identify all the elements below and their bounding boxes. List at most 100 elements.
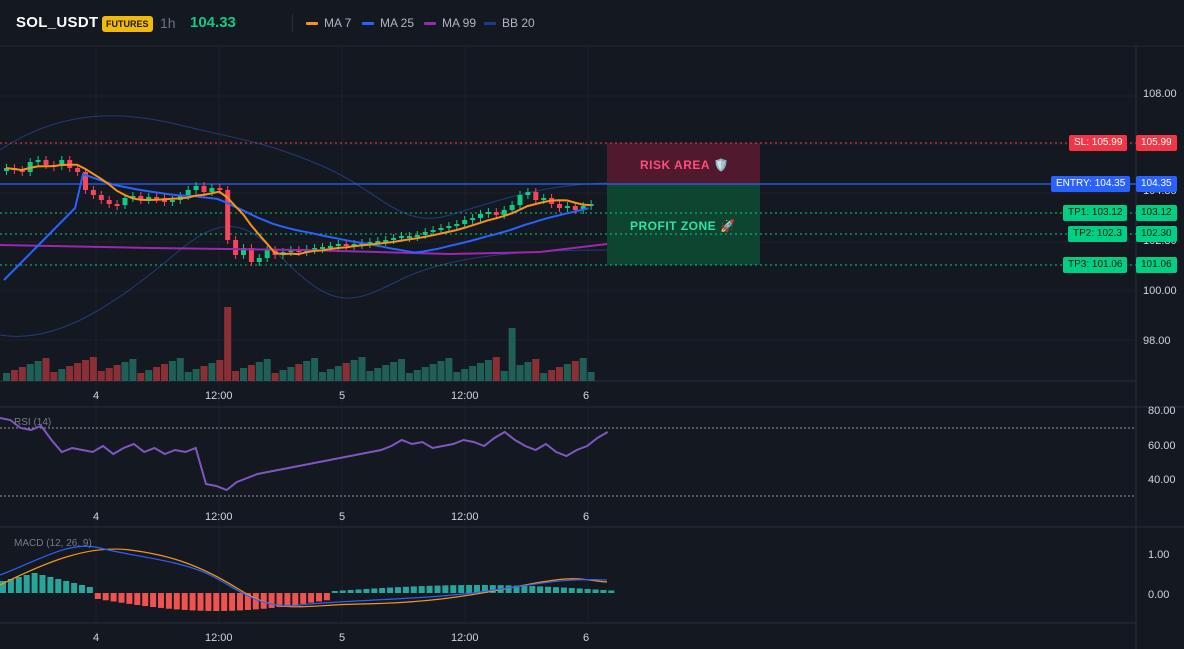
candle-body [35,160,41,162]
volume-bar [66,366,74,381]
symbol-name[interactable]: SOL_USDT [16,14,99,31]
candle-body [533,192,539,200]
candle-body [154,197,160,199]
macd-tick-0: 0.00 [1148,589,1169,601]
volume-bar [563,364,571,381]
volume-bar [247,365,255,381]
macd-bar [592,589,599,593]
volume-bar [587,372,595,381]
tp2-tag[interactable]: TP2: 102.3 [1068,226,1127,242]
macd-bar [102,593,109,601]
candle-body [470,218,476,220]
rsi-time-6: 6 [583,511,589,523]
legend-ma99[interactable]: MA 99 [424,16,476,30]
candle-body [169,200,175,202]
macd-bar [63,581,70,593]
macd-bar [244,593,251,610]
volume-bar [161,364,168,381]
timeframe-selector[interactable]: 1h [160,15,176,31]
legend-ma25-label: MA 25 [380,16,415,30]
volume-bar [311,358,319,381]
macd-bar [560,587,567,593]
volume-bar [58,369,66,381]
macd-bar [363,588,370,593]
volume-bar [571,361,579,381]
profit-zone[interactable] [607,184,760,265]
macd-bar [173,593,180,610]
macd-bar [379,588,386,593]
candle-body [75,168,81,172]
volume-bar [421,367,429,381]
macd-bar [158,593,164,608]
candle-body [367,242,373,244]
tp1-tag[interactable]: TP1: 103.12 [1063,205,1128,221]
volume-bar [50,372,58,381]
candle-body [288,250,294,252]
macd-title: MACD (12, 26, 9) [14,538,92,549]
legend-ma25[interactable]: MA 25 [362,16,414,30]
volume-bar [366,371,374,381]
sl-tag[interactable]: SL: 105.99 [1069,135,1128,151]
macd-bar [434,585,441,593]
volume-bar [334,366,342,381]
rsi-time-1200b: 12:00 [451,511,479,523]
macd-bar [529,586,536,593]
volume-bar [74,363,82,381]
macd-bar [316,593,322,602]
risk-area-zone[interactable] [607,143,760,184]
macd-bar [150,593,157,608]
macd-bar [55,579,62,593]
volume-bar [461,369,469,381]
macd-bar [39,575,46,593]
candle-body [517,195,523,205]
candle-body [335,244,341,246]
candle-body [59,160,65,166]
macd-bar [268,593,275,608]
candle-body [501,210,507,215]
candle-body [414,235,420,237]
volume-bar [42,358,50,381]
macd-bar [331,591,338,593]
candle-body [122,198,128,205]
legend-ma7[interactable]: MA 7 [306,16,351,30]
rsi-time-5: 5 [339,511,345,523]
volume-bar [453,372,461,381]
macd-time-4: 4 [93,632,99,644]
macd-bar [537,586,544,593]
candle-body [264,250,270,258]
candle-body [351,244,357,246]
grid-lines [0,46,1136,623]
macd-bar [94,593,101,599]
volume-bar [540,373,548,381]
macd-bar [142,593,149,607]
rsi-tick-40: 40.00 [1148,474,1176,486]
entry-tag[interactable]: ENTRY: 104.35 [1051,176,1131,192]
candle-body [375,241,381,243]
macd-bar [395,587,401,593]
macd-bar [252,593,259,610]
tp3-tag[interactable]: TP3: 101.06 [1063,257,1128,273]
futures-badge: FUTURES [102,16,153,32]
macd-bar [466,585,473,593]
candle-body [391,238,397,240]
macd-bar [47,577,54,593]
volume-bar [113,365,121,381]
candle-body [312,248,318,250]
volume-bar [484,360,492,381]
volume-bar [579,358,587,381]
volume-bar [97,371,105,381]
volume-bar [168,361,176,381]
ma25-line [3,172,589,281]
candle-body [422,232,428,235]
rsi-tick-80: 80.00 [1148,405,1176,417]
volume-bar [184,372,192,381]
volume-bar [232,371,240,381]
legend-bb20[interactable]: BB 20 [484,16,535,30]
candle-body [185,190,191,196]
volume-bar [3,373,10,381]
volume-bar [18,367,26,381]
volume-bar [398,359,405,381]
macd-bar [189,593,196,611]
volume-bar [500,371,508,381]
